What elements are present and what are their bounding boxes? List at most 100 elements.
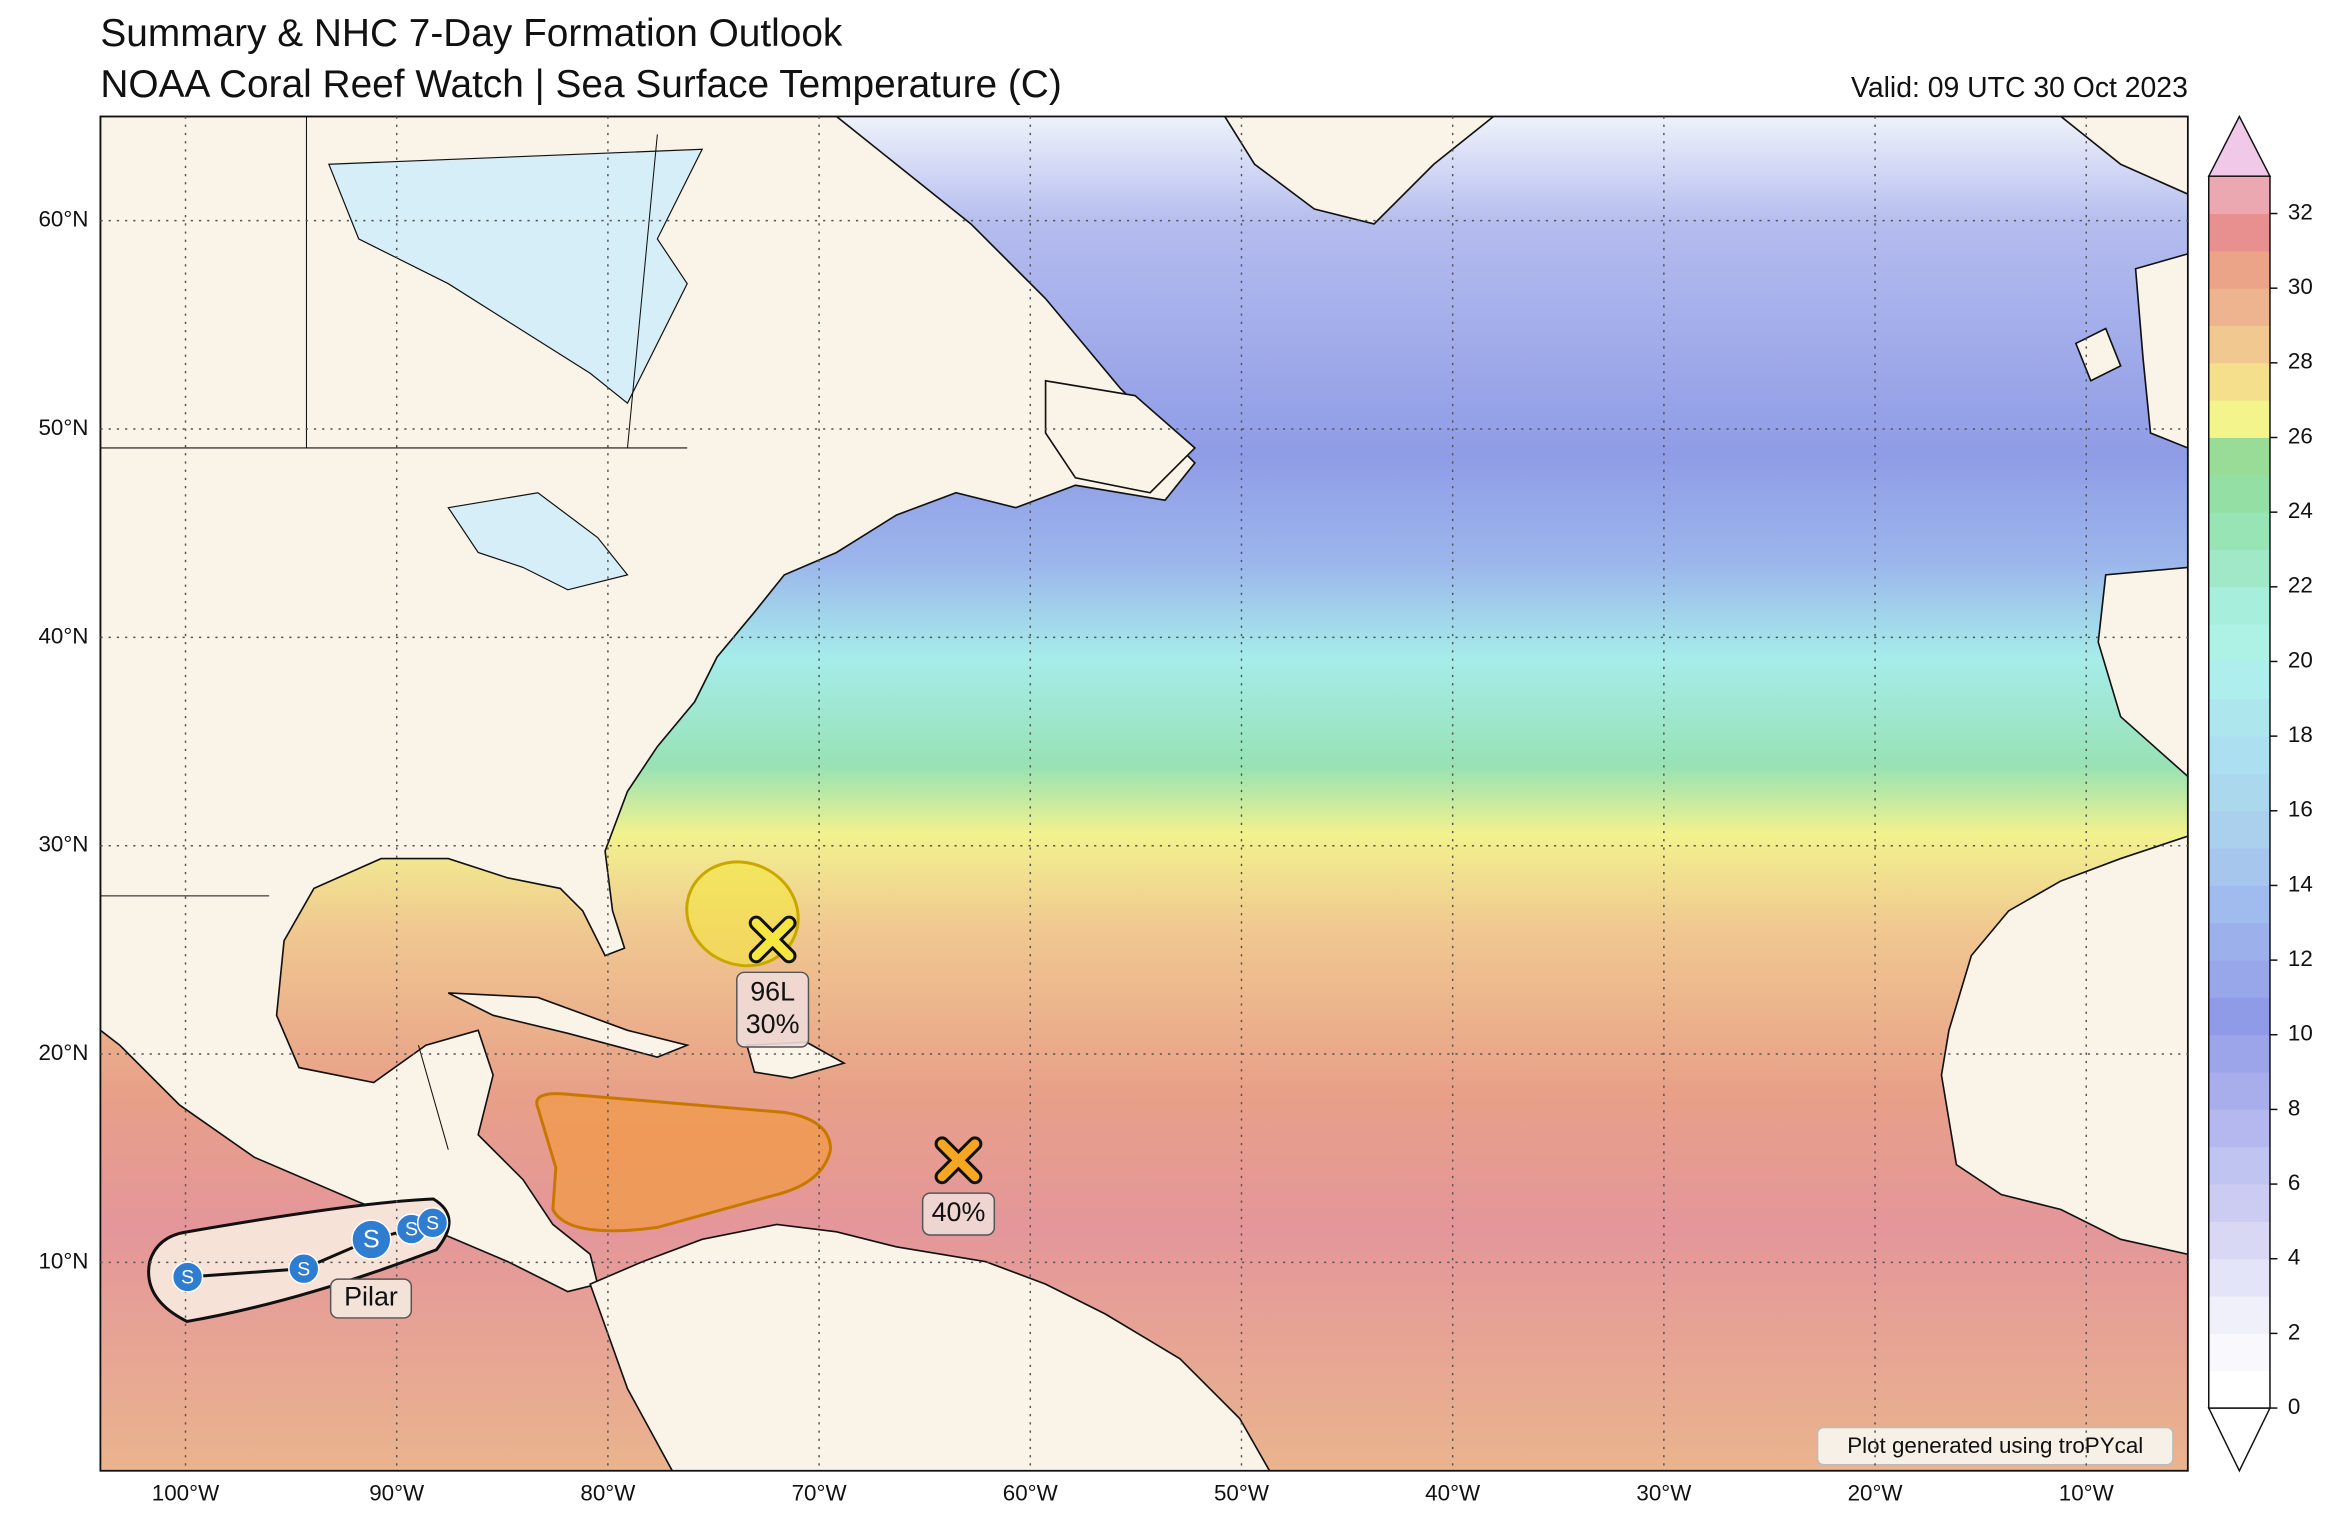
cuba xyxy=(447,992,690,1059)
lon-tick-label: 50°W xyxy=(1214,1481,1270,1506)
colorbar-band xyxy=(2208,1258,2270,1297)
colorbar-band xyxy=(2208,997,2270,1036)
storm-symbol: S xyxy=(181,1267,194,1289)
colorbar-band xyxy=(2208,437,2270,476)
storm-point xyxy=(416,1207,449,1239)
colorbar-band xyxy=(2208,325,2270,364)
lon-tick-label: 80°W xyxy=(580,1481,636,1506)
outlook-marker xyxy=(751,918,794,961)
colorbar-tick-label: 12 xyxy=(2288,946,2313,971)
colorbar-band xyxy=(2208,698,2270,737)
colorbar-tick-label: 2 xyxy=(2288,1319,2300,1344)
country-borders xyxy=(100,116,688,1150)
colorbar-band xyxy=(2208,250,2270,289)
colorbar-tick-label: 8 xyxy=(2288,1095,2300,1120)
lon-tick-label: 90°W xyxy=(369,1481,425,1506)
colorbar-band xyxy=(2208,624,2270,662)
northern-europe xyxy=(2059,116,2188,196)
storm-name: Pilar xyxy=(344,1282,398,1312)
outlook-label: 30% xyxy=(746,1009,800,1039)
colorbar-band xyxy=(2208,400,2270,438)
colorbar-tick-label: 24 xyxy=(2288,498,2313,523)
colorbar-tick-label: 0 xyxy=(2288,1394,2300,1419)
lon-tick-label: 20°W xyxy=(1848,1481,1904,1506)
colorbar-tick-label: 30 xyxy=(2288,274,2313,299)
lat-tick-label: 40°N xyxy=(38,623,88,648)
map-area xyxy=(100,116,2188,1471)
iberia xyxy=(2097,566,2188,778)
outlook-label: 40% xyxy=(932,1197,986,1227)
colorbar-tick-label: 26 xyxy=(2288,423,2313,448)
colorbar-tick-label: 22 xyxy=(2288,573,2313,598)
colorbar-frame xyxy=(2208,175,2271,1409)
title-line-1: Summary & NHC 7-Day Formation Outlook xyxy=(100,12,843,55)
colorbar-tick-label: 6 xyxy=(2288,1170,2300,1195)
greenland xyxy=(1223,116,1495,225)
colorbar-tick-label: 16 xyxy=(2288,797,2313,822)
colorbar-tick-label: 28 xyxy=(2288,349,2313,374)
lat-tick-label: 30°N xyxy=(38,832,88,857)
lat-tick-label: 60°N xyxy=(38,207,88,232)
outlook-label-box xyxy=(921,1192,996,1236)
colorbar-band xyxy=(2208,474,2270,513)
colorbar-band xyxy=(2208,1146,2270,1185)
storm-label-box xyxy=(329,1278,413,1319)
colorbar-tick-label: 32 xyxy=(2288,199,2313,224)
storm-point xyxy=(351,1219,392,1260)
colorbar-band xyxy=(2208,288,2270,326)
colorbar-band xyxy=(2208,661,2270,700)
outlook-marker xyxy=(937,1139,980,1182)
storm-symbol: S xyxy=(297,1258,310,1280)
colorbar-extend-top xyxy=(2207,114,2272,177)
colorbar-tick-label: 20 xyxy=(2288,647,2313,672)
north-america xyxy=(100,116,1196,1293)
outlook-area-40 xyxy=(535,1092,833,1233)
south-america xyxy=(589,1223,1271,1471)
storm-symbol: S xyxy=(363,1226,380,1254)
colorbar-band xyxy=(2208,1333,2270,1372)
lat-tick-label: 50°N xyxy=(38,415,88,440)
colorbar-band xyxy=(2208,1109,2270,1148)
colorbar-band xyxy=(2208,362,2270,401)
credit: Plot generated using troPYcal xyxy=(1847,1433,2143,1458)
credit-box xyxy=(1816,1426,2174,1466)
africa xyxy=(1940,835,2188,1256)
storm-symbol: S xyxy=(405,1219,418,1241)
colorbar-band xyxy=(2208,885,2270,924)
colorbar-band xyxy=(2208,1296,2270,1334)
lat-tick-label: 10°N xyxy=(38,1248,88,1273)
colorbar-tick-label: 18 xyxy=(2288,722,2313,747)
britain-ireland xyxy=(2074,252,2188,449)
colorbar-band xyxy=(2208,810,2270,849)
colorbar-band xyxy=(2208,549,2270,588)
newfoundland xyxy=(1044,379,1197,494)
colorbar-band xyxy=(2208,586,2270,625)
colorbar-extend-bottom xyxy=(2207,1407,2272,1473)
colorbar-band xyxy=(2208,773,2270,812)
colorbar-band xyxy=(2208,960,2270,998)
valid-time: Valid: 09 UTC 30 Oct 2023 xyxy=(1851,72,2188,104)
colorbar-band xyxy=(2208,848,2270,886)
colorbar-band xyxy=(2208,512,2270,550)
colorbar-band xyxy=(2208,1034,2270,1073)
colorbar-band xyxy=(2208,1072,2270,1110)
colorbar-band xyxy=(2208,176,2270,214)
colorbar-tick-label: 4 xyxy=(2288,1245,2300,1270)
lat-tick-label: 20°N xyxy=(38,1040,88,1065)
lon-tick-label: 70°W xyxy=(792,1481,848,1506)
colorbar-band xyxy=(2208,1221,2270,1260)
colorbar-band xyxy=(2208,736,2270,774)
outlook-label: 96L xyxy=(750,976,795,1006)
colorbar-band xyxy=(2208,922,2270,961)
colorbar-band xyxy=(2208,1184,2270,1222)
lon-tick-label: 100°W xyxy=(152,1481,220,1506)
hudson-bay xyxy=(327,148,704,405)
lon-tick-label: 10°W xyxy=(2059,1481,2115,1506)
colorbar-band xyxy=(2208,213,2270,252)
title-line-2: NOAA Coral Reef Watch | Sea Surface Temp… xyxy=(100,63,1061,106)
outlook-label-box xyxy=(736,971,810,1048)
lon-tick-label: 30°W xyxy=(1636,1481,1692,1506)
map-frame xyxy=(99,115,2189,1472)
colorbar-tick-label: 10 xyxy=(2288,1021,2313,1046)
